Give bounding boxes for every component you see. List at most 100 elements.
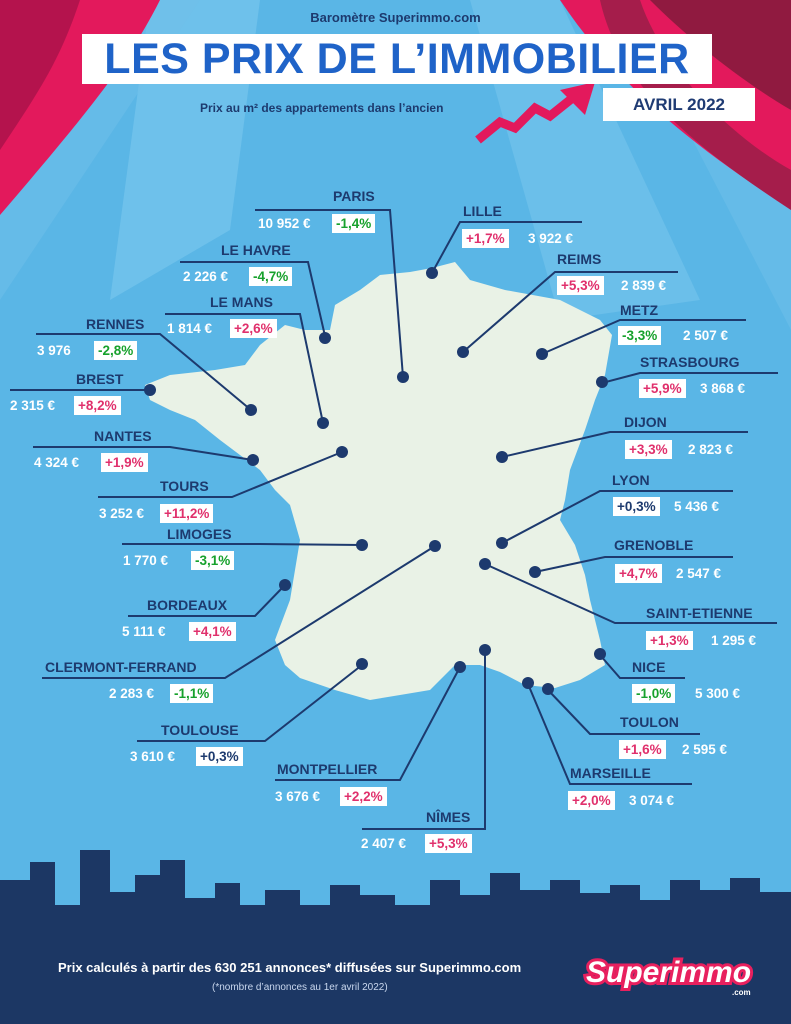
city-name-le-havre: LE HAVRE [221,242,291,258]
leader-line-grenoble [534,556,733,573]
city-dot-toulon [542,683,554,695]
city-dot-limoges [356,539,368,551]
date-badge: AVRIL 2022 [603,88,755,121]
city-dot-rennes [245,404,257,416]
leader-line-metz [541,319,746,355]
city-price-le-mans: 1 814 € [167,321,213,336]
city-dot-nimes [479,644,491,656]
city-dot-strasbourg [596,376,608,388]
page-title: LES PRIX DE L’IMMOBILIER [82,34,712,84]
leader-line-nantes [33,446,254,461]
city-name-le-mans: LE MANS [210,294,273,310]
city-dot-clermont-ferrand [429,540,441,552]
city-price-grenoble: 2 547 € [676,566,722,581]
city-price-reims: 2 839 € [621,278,667,293]
city-price-marseille: 3 074 € [629,793,675,808]
leader-line-lyon [501,490,733,544]
city-price-le-havre: 2 226 € [183,269,229,284]
city-change-montpellier: +2,2% [340,787,387,806]
city-dot-metz [536,348,548,360]
leader-line-reims [462,271,678,353]
leader-line-montpellier [275,666,461,781]
city-name-tours: TOURS [160,478,209,494]
leader-line-bordeaux [128,584,286,617]
city-price-toulouse: 3 610 € [130,749,176,764]
city-price-tours: 3 252 € [99,506,145,521]
city-price-dijon: 2 823 € [688,442,734,457]
city-dot-nantes [247,454,259,466]
leader-line-clermont-ferrand [42,545,436,679]
footer-note: (*nombre d’annonces au 1er avril 2022) [212,982,388,993]
leader-line-lille [431,221,582,274]
leader-line-tours [98,451,343,498]
leader-line-dijon [501,431,748,458]
leader-line-toulon [547,689,700,735]
leader-line-le-havre [180,261,326,337]
city-change-paris: -1,4% [332,214,376,233]
city-change-rennes: -2,8% [94,341,138,360]
leader-line-nice [599,654,685,679]
city-change-lyon: +0,3% [613,497,660,516]
city-dot-grenoble [529,566,541,578]
city-price-lyon: 5 436 € [674,499,720,514]
city-change-nice: -1,0% [632,684,676,703]
city-change-clermont-ferrand: -1,1% [170,684,214,703]
leader-line-paris [255,209,404,378]
city-change-lille: +1,7% [462,229,509,248]
superimmo-logo[interactable]: Superimmo .com [583,953,762,997]
city-price-montpellier: 3 676 € [275,789,321,804]
city-change-limoges: -3,1% [191,551,235,570]
city-price-metz: 2 507 € [683,328,729,343]
city-change-nantes: +1,9% [101,453,148,472]
city-name-marseille: MARSEILLE [570,765,651,781]
city-name-brest: BREST [76,371,124,387]
city-name-bordeaux: BORDEAUX [147,597,228,613]
city-change-toulon: +1,6% [619,740,666,759]
city-change-metz: -3,3% [618,326,662,345]
city-price-nimes: 2 407 € [361,836,407,851]
city-dot-montpellier [454,661,466,673]
city-name-toulon: TOULON [620,714,679,730]
city-price-nantes: 4 324 € [34,455,80,470]
city-dot-le-mans [317,417,329,429]
leader-line-rennes [36,333,252,411]
city-name-metz: METZ [620,302,659,318]
city-dot-reims [457,346,469,358]
city-name-lille: LILLE [463,203,502,219]
footer-text: Prix calculés à partir des 630 251 annon… [58,960,522,975]
city-price-brest: 2 315 € [10,398,56,413]
city-dot-le-havre [319,332,331,344]
city-price-rennes: 3 976 [37,343,71,358]
city-change-brest: +8,2% [74,396,121,415]
city-change-saint-etienne: +1,3% [646,631,693,650]
city-name-nice: NICE [632,659,666,675]
city-price-limoges: 1 770 € [123,553,169,568]
city-name-rennes: RENNES [86,316,145,332]
page-subtitle: Prix au m² des appartements dans l’ancie… [200,101,444,115]
city-name-reims: REIMS [557,251,602,267]
city-price-bordeaux: 5 111 € [122,624,166,639]
city-name-lyon: LYON [612,472,650,488]
leader-line-le-mans [165,313,324,424]
leader-line-toulouse [137,664,363,742]
city-price-toulon: 2 595 € [682,742,728,757]
city-change-dijon: +3,3% [625,440,672,459]
city-change-le-havre: -4,7% [249,267,293,286]
city-change-strasbourg: +5,9% [639,379,686,398]
city-change-reims: +5,3% [557,276,604,295]
city-dot-lyon [496,537,508,549]
city-name-paris: PARIS [333,188,375,204]
leader-line-limoges [122,543,363,546]
logo-domain: .com [732,988,751,997]
city-price-nice: 5 300 € [695,686,741,701]
leader-line-saint-etienne [484,563,777,624]
city-name-nantes: NANTES [94,428,152,444]
city-dot-brest [144,384,156,396]
city-dot-nice [594,648,606,660]
city-dot-dijon [496,451,508,463]
city-dot-lille [426,267,438,279]
barometer-kicker: Baromètre Superimmo.com [310,10,481,25]
city-dot-saint-etienne [479,558,491,570]
leader-line-strasbourg [601,372,778,384]
